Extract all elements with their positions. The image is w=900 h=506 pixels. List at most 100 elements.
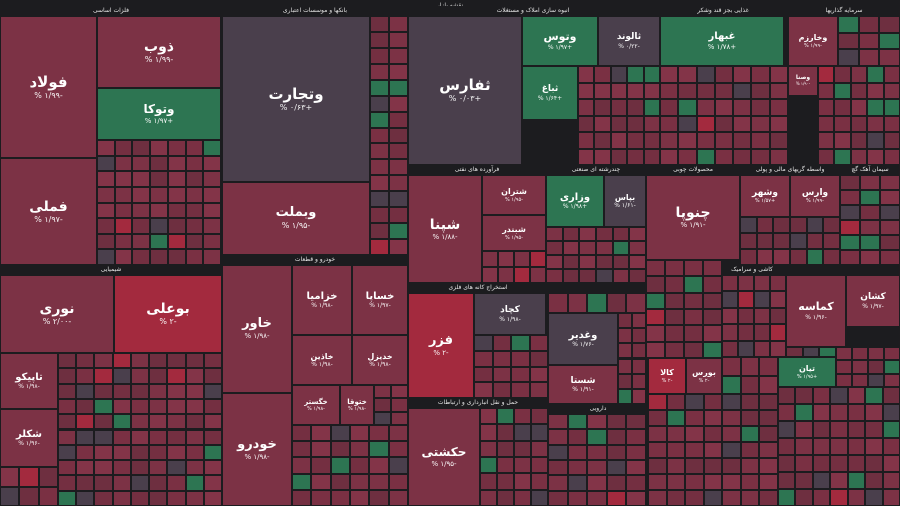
small-tile[interactable] <box>594 148 611 165</box>
small-tile[interactable] <box>632 373 646 389</box>
small-tile[interactable] <box>185 398 204 415</box>
small-tile[interactable] <box>722 490 741 506</box>
small-tile[interactable] <box>76 414 95 430</box>
small-tile[interactable] <box>114 202 133 219</box>
small-tile[interactable] <box>350 441 370 458</box>
small-tile[interactable] <box>610 115 628 132</box>
small-tile[interactable] <box>860 220 880 235</box>
small-tile[interactable] <box>167 414 186 430</box>
small-tile[interactable] <box>819 347 836 357</box>
small-tile[interactable] <box>150 186 168 203</box>
small-tile[interactable] <box>482 267 498 283</box>
small-tile[interactable] <box>627 148 644 165</box>
small-tile[interactable] <box>167 444 186 461</box>
small-tile[interactable] <box>610 66 628 83</box>
small-tile[interactable] <box>703 426 723 442</box>
small-tile[interactable] <box>812 421 831 438</box>
small-tile[interactable] <box>660 115 679 132</box>
small-tile[interactable] <box>167 460 186 476</box>
small-tile[interactable] <box>185 460 204 476</box>
small-tile[interactable] <box>94 444 113 461</box>
small-tile[interactable] <box>150 249 168 265</box>
small-tile[interactable] <box>388 489 408 506</box>
small-tile[interactable] <box>770 340 786 357</box>
small-tile[interactable] <box>678 115 697 132</box>
small-tile[interactable] <box>868 347 884 361</box>
tile-shekar[interactable]: شکلر % ۱/۹۶- <box>0 409 58 467</box>
small-tile[interactable] <box>722 410 741 426</box>
small-tile[interactable] <box>778 421 796 438</box>
small-tile[interactable] <box>203 475 222 491</box>
small-tile[interactable] <box>480 489 497 506</box>
small-tile[interactable] <box>167 218 186 234</box>
small-tile[interactable] <box>529 350 548 367</box>
small-tile[interactable] <box>94 353 113 369</box>
small-tile[interactable] <box>703 276 722 293</box>
small-tile[interactable] <box>678 66 697 83</box>
small-tile[interactable] <box>703 458 723 474</box>
small-tile[interactable] <box>665 325 684 342</box>
small-tile[interactable] <box>882 472 900 489</box>
small-tile[interactable] <box>606 490 627 506</box>
tile-khavar[interactable]: خاور % ۱/۹۸- <box>222 265 292 393</box>
small-tile[interactable] <box>579 227 596 241</box>
small-tile[interactable] <box>847 404 866 421</box>
small-tile[interactable] <box>167 249 186 265</box>
small-tile[interactable] <box>370 239 389 255</box>
tile-khodro[interactable]: خودرو % ۱/۹۸- <box>222 393 292 506</box>
small-tile[interactable] <box>388 473 408 490</box>
small-tile[interactable] <box>629 269 646 283</box>
small-tile[interactable] <box>840 190 860 205</box>
small-tile[interactable] <box>112 368 131 384</box>
small-tile[interactable] <box>374 411 391 425</box>
small-tile[interactable] <box>618 358 632 374</box>
small-tile[interactable] <box>497 473 514 490</box>
small-tile[interactable] <box>567 490 588 506</box>
small-tile[interactable] <box>880 250 900 265</box>
small-tile[interactable] <box>511 335 530 351</box>
small-tile[interactable] <box>185 490 204 506</box>
small-tile[interactable] <box>818 99 835 116</box>
small-tile[interactable] <box>759 458 778 474</box>
small-tile[interactable] <box>76 353 95 369</box>
small-tile[interactable] <box>740 249 757 265</box>
small-tile[interactable] <box>740 375 760 394</box>
small-tile[interactable] <box>311 441 331 458</box>
small-tile[interactable] <box>660 132 679 149</box>
small-tile[interactable] <box>76 475 95 491</box>
small-tile[interactable] <box>76 444 95 461</box>
small-tile[interactable] <box>546 241 563 255</box>
small-tile[interactable] <box>626 414 646 430</box>
tile-kakhak[interactable]: کشان % ۱/۹۷- <box>846 275 900 327</box>
small-tile[interactable] <box>685 426 704 442</box>
small-tile[interactable] <box>830 489 848 506</box>
small-tile[interactable] <box>567 460 588 476</box>
small-tile[interactable] <box>852 373 868 387</box>
small-tile[interactable] <box>514 473 531 490</box>
small-tile[interactable] <box>778 455 796 472</box>
small-tile[interactable] <box>132 233 151 250</box>
tile-vares[interactable]: وارس % ۱/۹۹- <box>790 175 840 217</box>
small-tile[interactable] <box>795 489 813 506</box>
small-tile[interactable] <box>812 387 831 404</box>
small-tile[interactable] <box>388 441 408 458</box>
small-tile[interactable] <box>684 325 703 342</box>
small-tile[interactable] <box>167 155 186 172</box>
small-tile[interactable] <box>514 267 530 283</box>
small-tile[interactable] <box>627 66 644 83</box>
small-tile[interactable] <box>665 309 684 326</box>
small-tile[interactable] <box>751 82 770 99</box>
small-tile[interactable] <box>76 398 95 415</box>
small-tile[interactable] <box>185 475 204 491</box>
small-tile[interactable] <box>714 132 734 149</box>
small-tile[interactable] <box>759 357 778 376</box>
small-tile[interactable] <box>548 414 568 430</box>
small-tile[interactable] <box>546 269 563 283</box>
small-tile[interactable] <box>150 202 168 219</box>
small-tile[interactable] <box>149 475 168 491</box>
small-tile[interactable] <box>480 440 497 457</box>
small-tile[interactable] <box>847 421 866 438</box>
small-tile[interactable] <box>587 460 607 476</box>
small-tile[interactable] <box>867 82 884 99</box>
small-tile[interactable] <box>883 82 900 99</box>
